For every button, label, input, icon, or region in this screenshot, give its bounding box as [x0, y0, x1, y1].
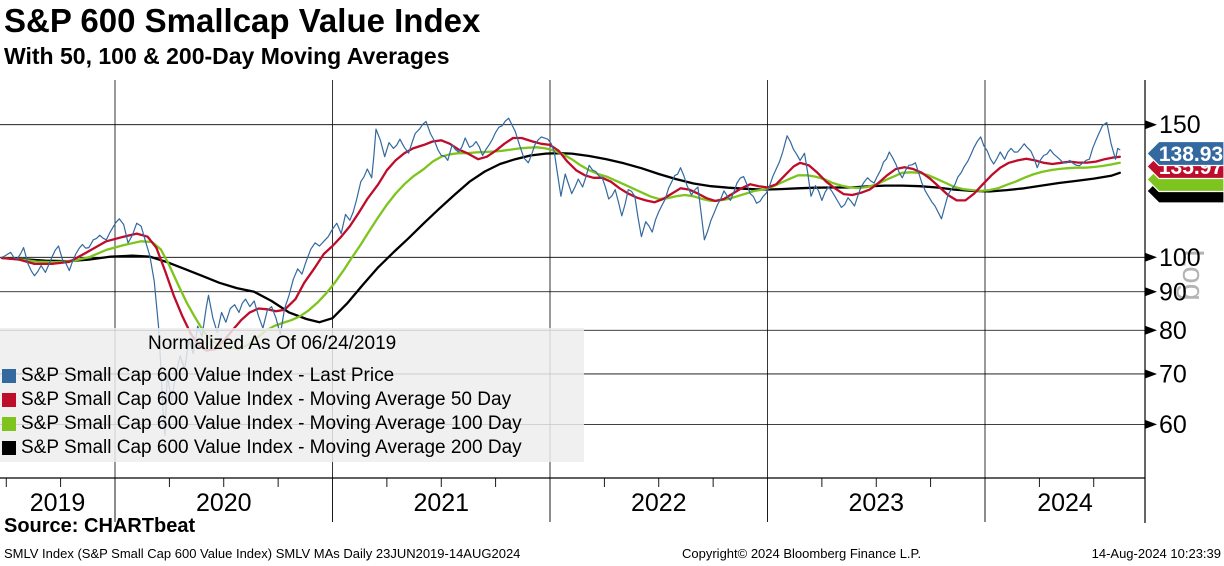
page-subtitle: With 50, 100 & 200-Day Moving Averages — [4, 43, 450, 69]
last-price-swatch-icon — [2, 369, 16, 383]
legend-item-ma200: S&P Small Cap 600 Value Index - Moving A… — [2, 436, 522, 460]
svg-text:80: 80 — [1159, 317, 1187, 345]
legend-box: Normalized As Of 06/24/2019 S&P Small Ca… — [0, 328, 584, 462]
source-label: Source: CHARTbeat — [4, 515, 196, 537]
legend-item-label: S&P Small Cap 600 Value Index - Moving A… — [21, 389, 512, 410]
footer-ticker-info: SMLV Index (S&P Small Cap 600 Value Inde… — [4, 546, 521, 561]
legend-item-label: S&P Small Cap 600 Value Index - Moving A… — [21, 413, 522, 434]
svg-text:150: 150 — [1159, 111, 1201, 139]
legend-normalized-note: Normalized As Of 06/24/2019 — [148, 333, 397, 354]
svg-text:100: 100 — [1159, 244, 1201, 272]
legend-item-ma100: S&P Small Cap 600 Value Index - Moving A… — [2, 412, 522, 436]
page-title: S&P 600 Smallcap Value Index — [4, 2, 481, 39]
svg-text:70: 70 — [1159, 360, 1187, 388]
legend-item-last-price: S&P Small Cap 600 Value Index - Last Pri… — [2, 364, 394, 388]
ma100-swatch-icon — [2, 417, 16, 431]
svg-text:2021: 2021 — [413, 489, 469, 517]
legend-item-label: S&P Small Cap 600 Value Index - Moving A… — [21, 437, 522, 458]
svg-text:90: 90 — [1159, 278, 1187, 306]
svg-text:60: 60 — [1159, 411, 1187, 439]
svg-text:2020: 2020 — [196, 489, 252, 517]
svg-text:2023: 2023 — [848, 489, 904, 517]
svg-text:2019: 2019 — [30, 489, 86, 517]
svg-text:138.93: 138.93 — [1159, 143, 1223, 166]
legend-item-ma50: S&P Small Cap 600 Value Index - Moving A… — [2, 388, 511, 412]
footer-copyright: Copyright© 2024 Bloomberg Finance L.P. — [682, 546, 922, 561]
footer-timestamp: 14-Aug-2024 10:23:39 — [1091, 546, 1221, 561]
svg-text:2024: 2024 — [1037, 489, 1093, 517]
ma200-swatch-icon — [2, 441, 16, 455]
ma50-swatch-icon — [2, 393, 16, 407]
svg-text:2022: 2022 — [631, 489, 687, 517]
legend-item-label: S&P Small Cap 600 Value Index - Last Pri… — [21, 365, 395, 386]
